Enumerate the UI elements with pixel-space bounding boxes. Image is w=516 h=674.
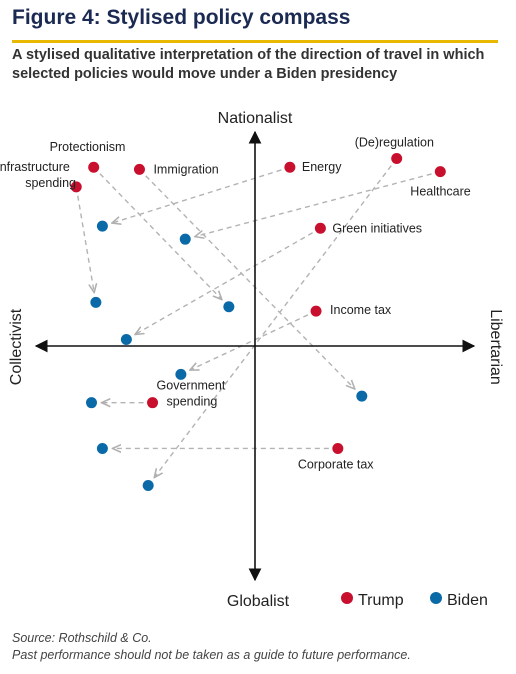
- biden-point-healthcare: [179, 233, 191, 245]
- biden-point-immigration: [356, 390, 368, 402]
- axis-title-globalist: Globalist: [227, 593, 290, 610]
- biden-point-corporate-tax: [96, 442, 108, 454]
- legend-label-trump: Trump: [358, 592, 404, 609]
- biden-point-de-regulation: [142, 480, 154, 492]
- axis-title-libertarian: Libertarian: [487, 309, 504, 385]
- axis-title-nationalist: Nationalist: [218, 110, 293, 127]
- source-note: Source: Rothschild & Co. Past performanc…: [12, 630, 411, 664]
- arrow-protectionism: [99, 173, 222, 300]
- label-government-spending: Government spending: [157, 379, 226, 409]
- arrow-green-initiatives: [135, 232, 313, 335]
- label-green-initiatives: Green initiatives: [332, 221, 422, 235]
- arrow-de-regulation: [154, 165, 392, 478]
- legend-swatch-trump: [341, 592, 353, 604]
- label-income-tax: Income tax: [330, 303, 392, 317]
- label-de-regulation: (De)regulation: [355, 136, 434, 150]
- label-protectionism: Protectionism: [50, 140, 126, 154]
- trump-point-infrastructure-spending: [70, 181, 82, 193]
- trump-point-immigration: [133, 163, 145, 175]
- figure-title: Figure 4: Stylised policy compass: [12, 6, 351, 29]
- trump-point-government-spending: [147, 397, 159, 409]
- trump-point-de-regulation: [391, 153, 403, 165]
- biden-point-energy: [96, 220, 108, 232]
- figure-subtitle: A stylised qualitative interpretation of…: [12, 47, 485, 82]
- policy-points: [70, 153, 446, 492]
- biden-point-green-initiatives: [120, 333, 132, 345]
- arrow-immigration: [145, 175, 355, 389]
- label-corporate-tax: Corporate tax: [298, 457, 374, 471]
- legend: Trump Biden: [341, 592, 488, 609]
- arrow-healthcare: [195, 173, 432, 237]
- legend-swatch-biden: [430, 592, 442, 604]
- policy-shift-arrows: [77, 165, 432, 478]
- trump-point-income-tax: [310, 305, 322, 317]
- disclaimer-text: Past performance should not be taken as …: [12, 648, 411, 662]
- source-text: Source: Rothschild & Co.: [12, 631, 152, 645]
- trump-point-energy: [284, 161, 296, 173]
- axis-title-collectivist: Collectivist: [8, 308, 25, 385]
- label-immigration: Immigration: [153, 162, 218, 176]
- title-divider: [12, 40, 498, 43]
- biden-point-protectionism: [223, 301, 235, 313]
- trump-point-protectionism: [88, 161, 100, 173]
- policy-labels: Protectionism Infrastructure spending Immig…: [0, 136, 471, 472]
- arrow-income-tax: [190, 314, 309, 370]
- trump-point-green-initiatives: [314, 222, 326, 234]
- biden-point-income-tax: [175, 368, 187, 380]
- label-healthcare: Healthcare: [410, 185, 470, 199]
- biden-point-infrastructure-spending: [90, 296, 102, 308]
- arrow-infrastructure-spending: [77, 195, 94, 293]
- label-infrastructure-spending: Infrastructure spending: [0, 160, 76, 190]
- legend-label-biden: Biden: [447, 592, 488, 609]
- arrow-energy: [112, 169, 282, 223]
- trump-point-healthcare: [434, 166, 446, 178]
- biden-point-government-spending: [86, 397, 97, 409]
- trump-point-corporate-tax: [332, 442, 344, 454]
- label-energy: Energy: [302, 160, 342, 174]
